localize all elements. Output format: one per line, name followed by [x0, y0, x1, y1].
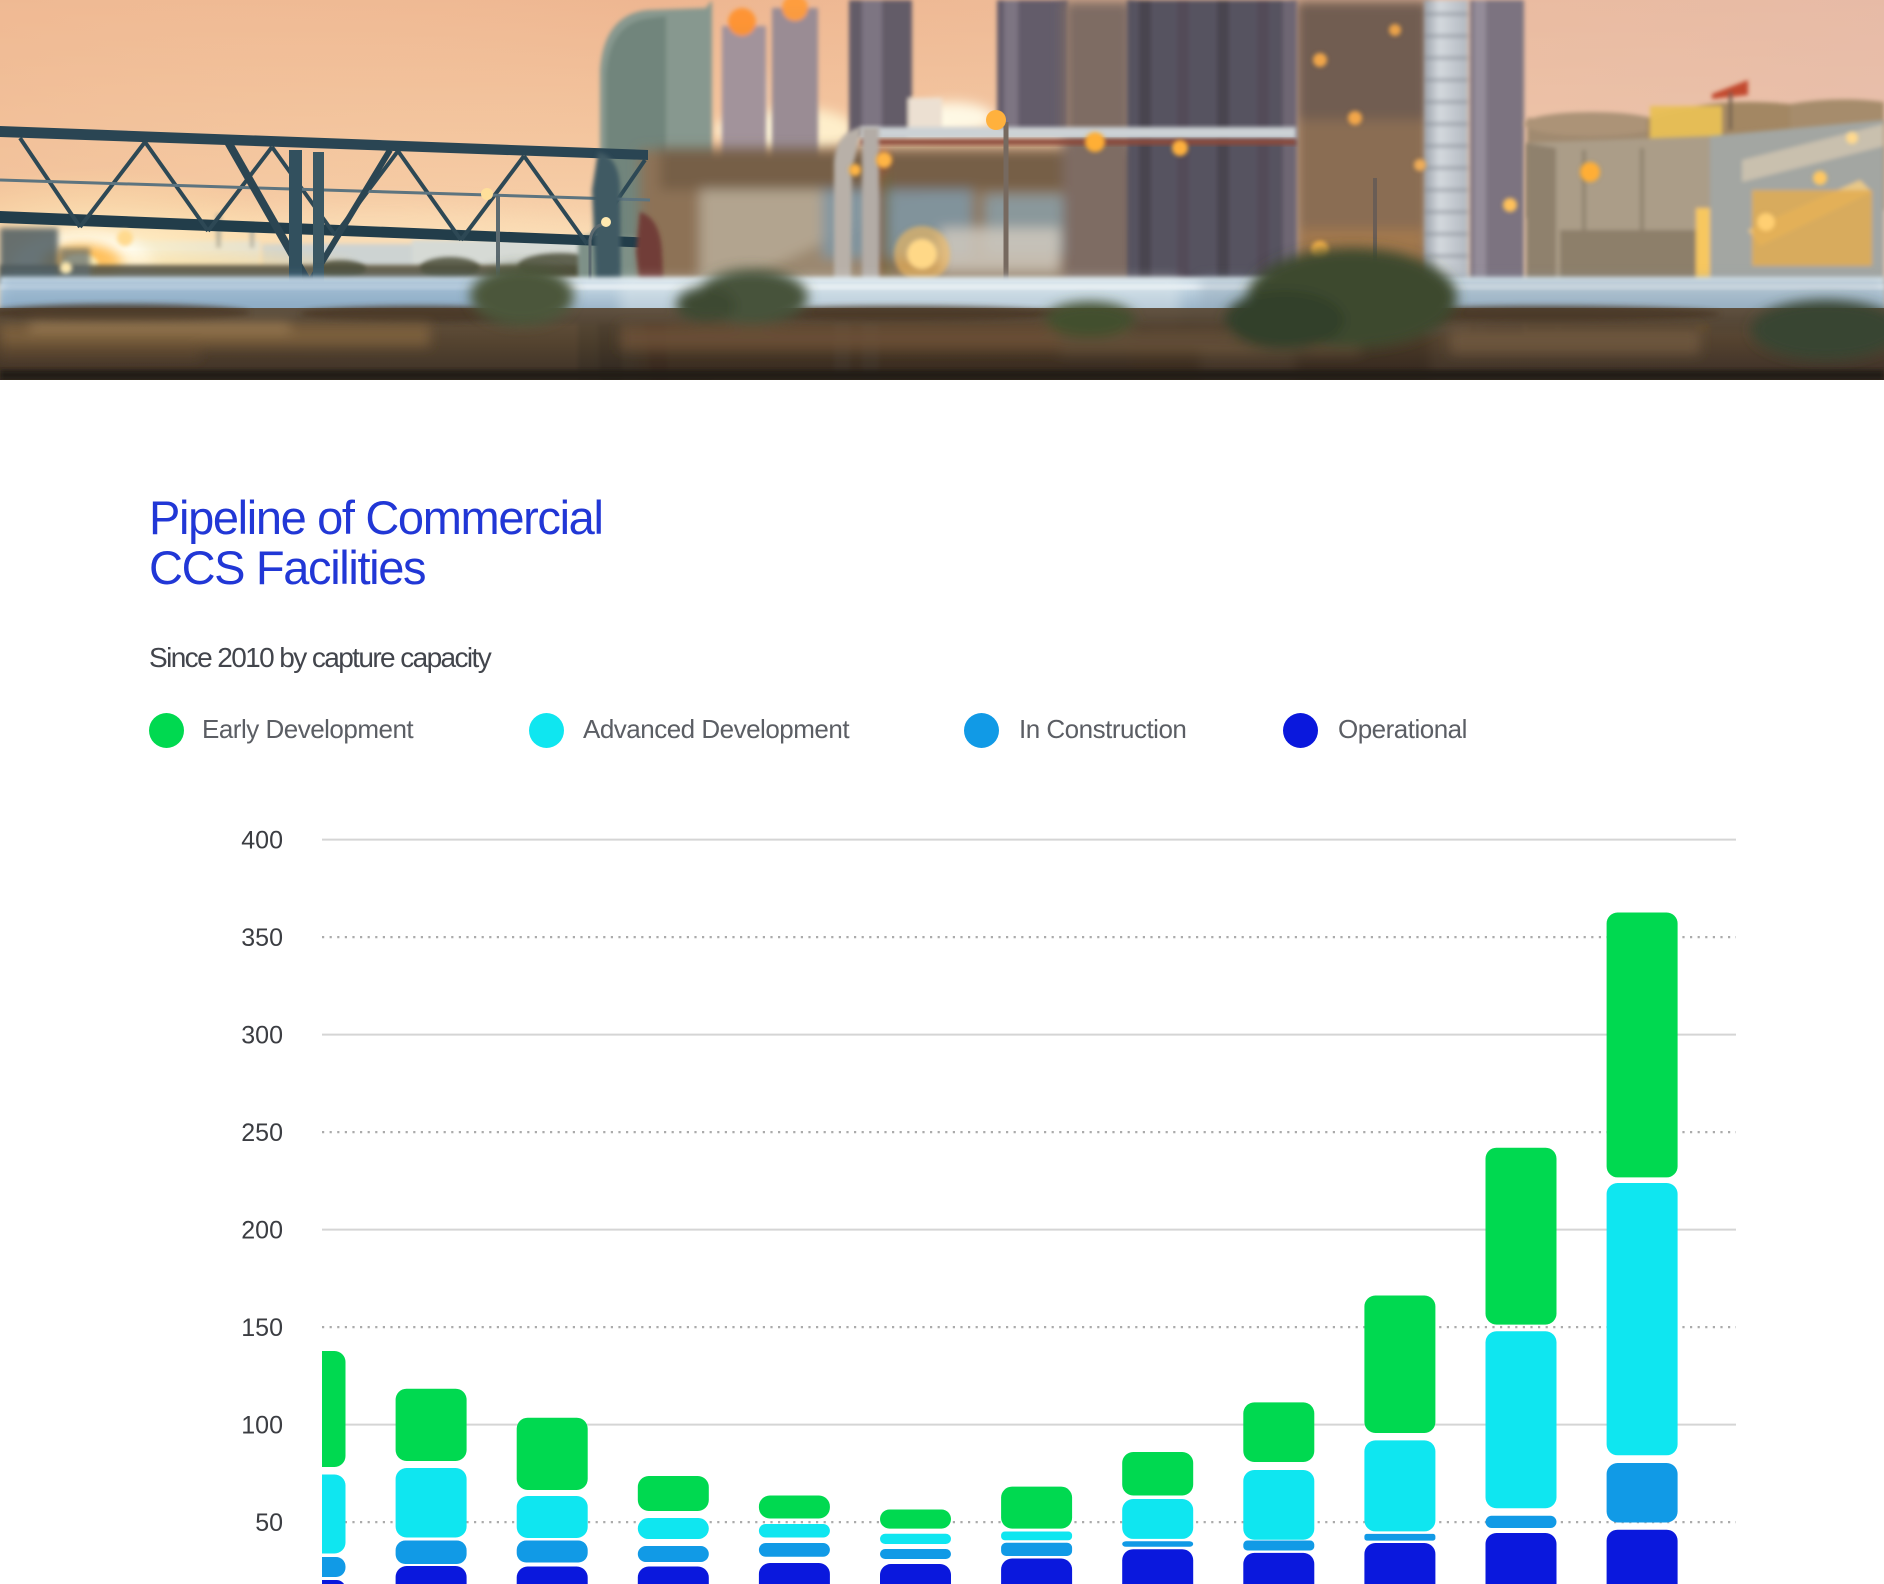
svg-text:50: 50: [255, 1509, 283, 1537]
svg-text:250: 250: [241, 1119, 283, 1147]
svg-text:400: 400: [241, 827, 283, 855]
svg-text:100: 100: [241, 1412, 283, 1440]
svg-text:200: 200: [241, 1217, 283, 1245]
svg-text:150: 150: [241, 1314, 283, 1342]
svg-text:350: 350: [241, 924, 283, 952]
svg-text:300: 300: [241, 1022, 283, 1050]
